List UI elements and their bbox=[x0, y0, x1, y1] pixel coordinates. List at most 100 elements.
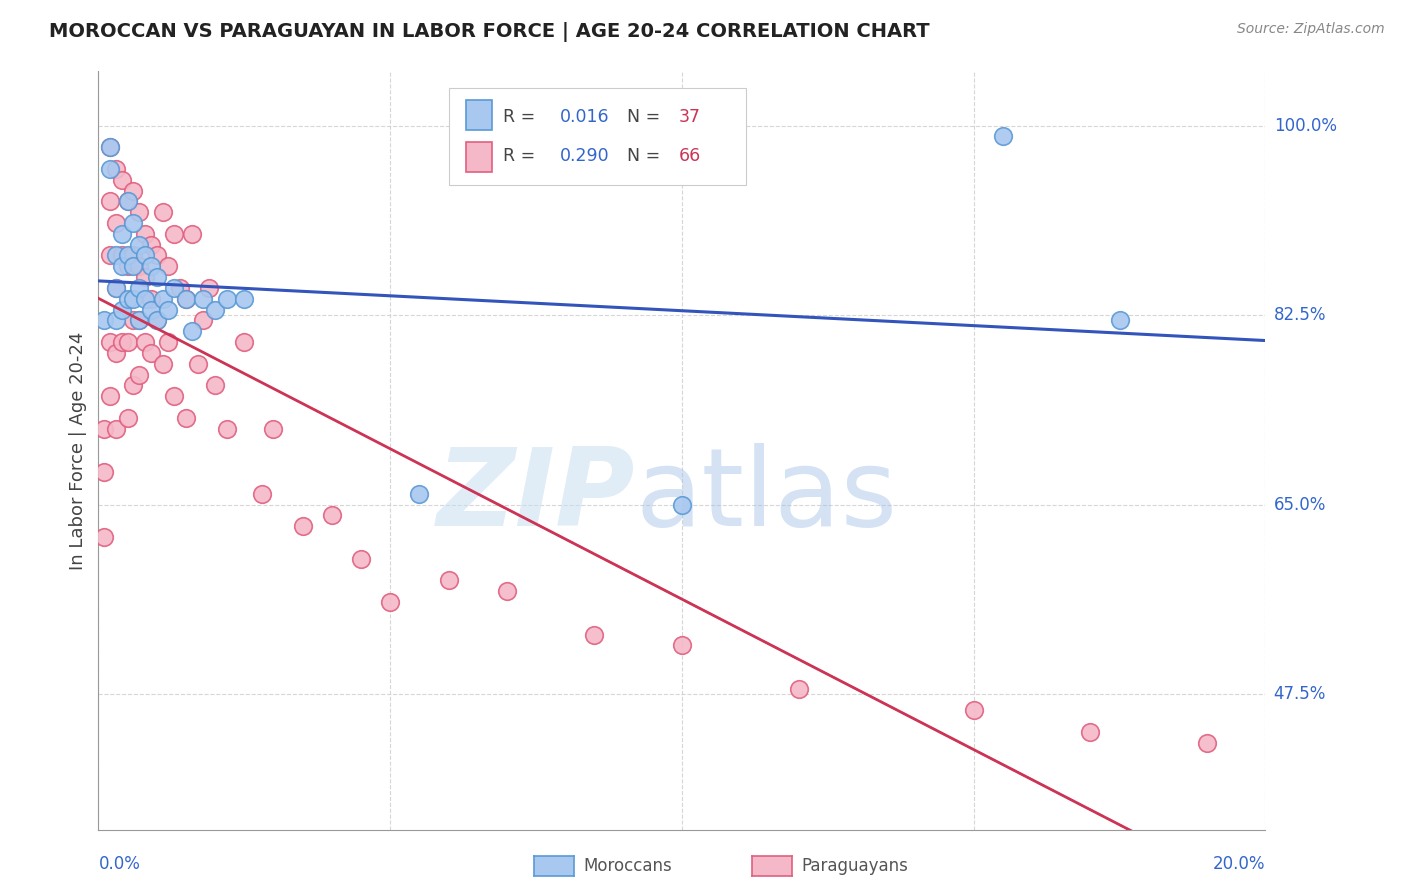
Point bbox=[157, 335, 180, 350]
Point bbox=[128, 281, 150, 295]
Point bbox=[98, 389, 121, 403]
Point bbox=[122, 378, 145, 392]
Text: atlas: atlas bbox=[636, 443, 897, 549]
Point bbox=[991, 129, 1014, 144]
Text: 100.0%: 100.0% bbox=[1274, 117, 1337, 135]
Point bbox=[93, 313, 115, 327]
Point bbox=[380, 595, 402, 609]
Point bbox=[250, 487, 273, 501]
Point bbox=[408, 487, 430, 501]
Point bbox=[98, 161, 121, 176]
Text: 66: 66 bbox=[679, 147, 700, 165]
Point bbox=[215, 422, 238, 436]
Point bbox=[146, 248, 169, 262]
Text: 0.016: 0.016 bbox=[560, 108, 609, 126]
Point bbox=[583, 627, 606, 641]
Point bbox=[146, 313, 169, 327]
Point bbox=[104, 281, 127, 295]
Point bbox=[128, 313, 150, 327]
Point bbox=[262, 422, 284, 436]
Point bbox=[122, 248, 145, 262]
Point bbox=[104, 281, 127, 295]
Text: ZIP: ZIP bbox=[437, 443, 636, 549]
Point bbox=[104, 346, 127, 360]
Point bbox=[291, 519, 314, 533]
Point bbox=[122, 313, 145, 327]
Point bbox=[198, 281, 221, 295]
Text: N =: N = bbox=[627, 147, 661, 165]
Point bbox=[163, 281, 186, 295]
Point bbox=[152, 292, 174, 306]
Point bbox=[128, 260, 150, 274]
Point bbox=[128, 205, 150, 219]
Point bbox=[1108, 313, 1130, 327]
Text: R =: R = bbox=[503, 108, 536, 126]
Point bbox=[437, 574, 460, 588]
Text: 20.0%: 20.0% bbox=[1213, 855, 1265, 872]
Point bbox=[111, 302, 134, 317]
Point bbox=[98, 194, 121, 209]
Point bbox=[111, 172, 134, 186]
FancyBboxPatch shape bbox=[465, 100, 492, 130]
Point bbox=[146, 270, 169, 285]
Point bbox=[671, 498, 693, 512]
Text: 37: 37 bbox=[679, 108, 700, 126]
Point bbox=[139, 302, 162, 317]
Point bbox=[139, 260, 162, 274]
Point bbox=[122, 184, 145, 198]
Point bbox=[104, 422, 127, 436]
Point bbox=[152, 205, 174, 219]
Point bbox=[787, 681, 810, 696]
Point bbox=[962, 703, 984, 717]
Point bbox=[180, 324, 202, 338]
Point bbox=[117, 194, 139, 209]
Point bbox=[117, 260, 139, 274]
Text: 0.0%: 0.0% bbox=[98, 855, 141, 872]
Point bbox=[146, 313, 169, 327]
Text: 0.290: 0.290 bbox=[560, 147, 609, 165]
Point bbox=[117, 248, 139, 262]
Point bbox=[157, 260, 180, 274]
Point bbox=[157, 302, 180, 317]
Text: Source: ZipAtlas.com: Source: ZipAtlas.com bbox=[1237, 22, 1385, 37]
Text: N =: N = bbox=[627, 108, 661, 126]
FancyBboxPatch shape bbox=[465, 142, 492, 172]
Point bbox=[1080, 725, 1102, 739]
Point bbox=[204, 302, 226, 317]
Point bbox=[193, 313, 215, 327]
Point bbox=[163, 389, 186, 403]
Point bbox=[111, 260, 134, 274]
Point bbox=[128, 237, 150, 252]
Point bbox=[233, 335, 256, 350]
Point bbox=[111, 335, 134, 350]
Point bbox=[93, 465, 115, 479]
Point bbox=[152, 357, 174, 371]
Point bbox=[122, 292, 145, 306]
Point bbox=[321, 508, 343, 523]
Text: R =: R = bbox=[503, 147, 536, 165]
Point bbox=[671, 639, 693, 653]
Text: Moroccans: Moroccans bbox=[583, 857, 672, 875]
FancyBboxPatch shape bbox=[449, 88, 747, 186]
Point bbox=[117, 411, 139, 425]
Point bbox=[174, 292, 197, 306]
Point bbox=[93, 530, 115, 544]
Text: 82.5%: 82.5% bbox=[1274, 306, 1326, 324]
Point bbox=[350, 551, 373, 566]
Point bbox=[104, 248, 127, 262]
Point bbox=[134, 335, 156, 350]
Point bbox=[93, 422, 115, 436]
Point bbox=[117, 292, 139, 306]
Point bbox=[496, 584, 519, 599]
Point bbox=[104, 313, 127, 327]
Text: 65.0%: 65.0% bbox=[1274, 496, 1326, 514]
Text: MOROCCAN VS PARAGUAYAN IN LABOR FORCE | AGE 20-24 CORRELATION CHART: MOROCCAN VS PARAGUAYAN IN LABOR FORCE | … bbox=[49, 22, 929, 42]
Point bbox=[128, 368, 150, 382]
Point bbox=[117, 335, 139, 350]
Point bbox=[122, 216, 145, 230]
Point bbox=[98, 140, 121, 154]
Point bbox=[174, 292, 197, 306]
Point bbox=[117, 194, 139, 209]
Y-axis label: In Labor Force | Age 20-24: In Labor Force | Age 20-24 bbox=[69, 331, 87, 570]
Point bbox=[104, 216, 127, 230]
